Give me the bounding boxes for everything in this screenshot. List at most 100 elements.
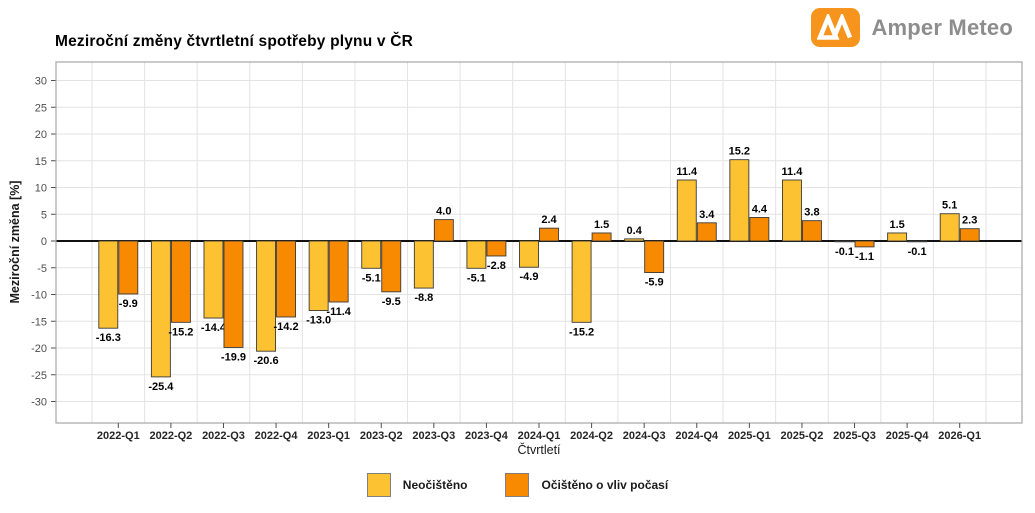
bar-value-label: -15.2 (569, 326, 594, 338)
bar-ocisteno-2023-Q1 (328, 240, 349, 303)
x-tick-label: 2022-Q2 (149, 430, 192, 442)
bar-ocisteno-2023-Q3 (433, 219, 454, 242)
bar-ocisteno-2023-Q2 (381, 240, 402, 293)
bar-ocisteno-2024-Q1 (539, 227, 559, 242)
bar-neocisteno-2022-Q3 (203, 240, 224, 319)
x-tick-label: 2026-Q1 (938, 430, 981, 442)
bar-neocisteno-2024-Q2 (571, 240, 592, 323)
chart-title: Meziroční změny čtvrtletní spotřeby plyn… (55, 33, 414, 50)
bar-value-label: 1.5 (889, 219, 904, 231)
x-tick-label: 2023-Q2 (360, 430, 403, 442)
bar-value-label: -13.0 (306, 315, 331, 327)
x-tick-label: 2025-Q3 (833, 430, 876, 442)
x-tick-label: 2022-Q4 (255, 430, 299, 442)
bar-neocisteno-2022-Q2 (150, 240, 171, 378)
x-tick-label: 2022-Q1 (97, 430, 140, 442)
legend-swatch-neocisteno (366, 473, 391, 497)
bar-value-label: -4.9 (520, 271, 539, 283)
bar-value-label: -19.9 (221, 351, 246, 363)
amper-meteo-logo-icon (811, 8, 861, 47)
bar-ocisteno-2024-Q4 (696, 222, 717, 242)
bar-neocisteno-2025-Q1 (729, 159, 750, 242)
bar-value-label: -0.1 (908, 246, 927, 258)
legend-swatch-ocisteno (505, 473, 530, 497)
bar-ocisteno-2025-Q3 (854, 240, 875, 248)
bar-neocisteno-2025-Q3 (834, 240, 855, 243)
y-tick-label: 5 (41, 209, 47, 221)
y-tick-label: -10 (31, 290, 47, 302)
bar-ocisteno-2025-Q1 (749, 217, 770, 242)
bar-ocisteno-2022-Q1 (118, 240, 139, 295)
bar-value-label: 5.1 (942, 200, 957, 212)
x-tick-label: 2025-Q1 (728, 430, 771, 442)
x-tick-label: 2025-Q4 (886, 430, 930, 442)
y-tick-label: -20 (31, 343, 47, 355)
brand-name: Amper Meteo (871, 14, 1013, 40)
bar-neocisteno-2023-Q4 (466, 240, 487, 269)
bar-ocisteno-2025-Q2 (801, 220, 822, 242)
legend: Neočištěno Očištěno o vliv počasí (0, 473, 1035, 497)
bar-value-label: -20.6 (254, 355, 279, 367)
bar-neocisteno-2023-Q3 (413, 240, 434, 289)
bar-value-label: 3.8 (804, 207, 819, 219)
bar-value-label: -5.1 (467, 272, 486, 284)
y-tick-label: -30 (31, 397, 47, 409)
x-tick-label: 2024-Q2 (570, 430, 613, 442)
bar-value-label: -8.8 (414, 292, 433, 304)
bar-value-label: 4.4 (752, 203, 768, 215)
bar-neocisteno-2024-Q1 (519, 240, 539, 268)
x-tick-label: 2024-Q4 (675, 430, 719, 442)
bar-ocisteno-2024-Q2 (591, 232, 612, 242)
y-tick-label: 10 (35, 183, 47, 195)
bar-neocisteno-2022-Q1 (98, 240, 119, 329)
bar-value-label: -9.9 (119, 298, 138, 310)
bar-value-label: 3.4 (699, 209, 715, 221)
x-tick-label: 2023-Q1 (307, 430, 350, 442)
bar-value-label: -5.1 (362, 272, 381, 284)
y-axis-title: Meziroční změna [%] (8, 180, 22, 304)
bar-value-label: -1.1 (855, 251, 874, 263)
legend-label-neocisteno: Neočištěno (402, 478, 468, 492)
bar-ocisteno-2025-Q4 (907, 240, 928, 243)
bar-value-label: -14.2 (274, 321, 299, 333)
bar-value-label: 1.5 (594, 219, 609, 231)
bar-neocisteno-2025-Q2 (781, 179, 802, 242)
legend-label-ocisteno: Očištěno o vliv počasí (541, 478, 669, 492)
x-tick-label: 2024-Q3 (623, 430, 666, 442)
x-axis-title: Čtvrtletí (517, 443, 561, 457)
bar-neocisteno-2023-Q1 (308, 240, 329, 312)
y-tick-label: 30 (35, 76, 47, 88)
y-tick-label: -5 (37, 263, 47, 275)
y-tick-label: 20 (35, 129, 47, 141)
bar-ocisteno-2022-Q3 (223, 240, 244, 348)
bar-value-label: 15.2 (729, 146, 750, 158)
bar-value-label: 2.4 (541, 214, 557, 226)
plot-border (55, 61, 1023, 424)
bar-ocisteno-2022-Q2 (170, 240, 191, 323)
bar-neocisteno-2024-Q4 (676, 179, 697, 242)
y-tick-label: 0 (41, 236, 47, 248)
bar-neocisteno-2025-Q4 (887, 232, 908, 242)
bar-value-label: -11.4 (326, 306, 351, 318)
y-tick-label: -15 (31, 316, 47, 328)
x-tick-label: 2023-Q4 (465, 430, 509, 442)
bar-value-label: -0.1 (835, 246, 854, 258)
bar-value-label: -14.4 (201, 322, 227, 334)
x-tick-label: 2024-Q1 (518, 430, 561, 442)
bar-ocisteno-2024-Q3 (644, 240, 665, 274)
bar-value-label: 4.0 (436, 206, 451, 218)
x-tick-label: 2022-Q3 (202, 430, 245, 442)
bar-neocisteno-2022-Q4 (256, 240, 277, 352)
bar-value-label: -9.5 (382, 296, 401, 308)
bar-value-label: -15.2 (168, 326, 193, 338)
bar-value-label: -25.4 (148, 381, 174, 393)
x-tick-label: 2025-Q2 (781, 430, 824, 442)
bar-neocisteno-2023-Q2 (361, 240, 382, 269)
bar-value-label: -5.9 (645, 277, 664, 289)
y-tick-label: 15 (35, 156, 47, 168)
bar-value-label: 0.4 (627, 225, 643, 237)
bar-neocisteno-2026-Q1 (939, 213, 960, 242)
bar-value-label: 11.4 (782, 166, 804, 178)
